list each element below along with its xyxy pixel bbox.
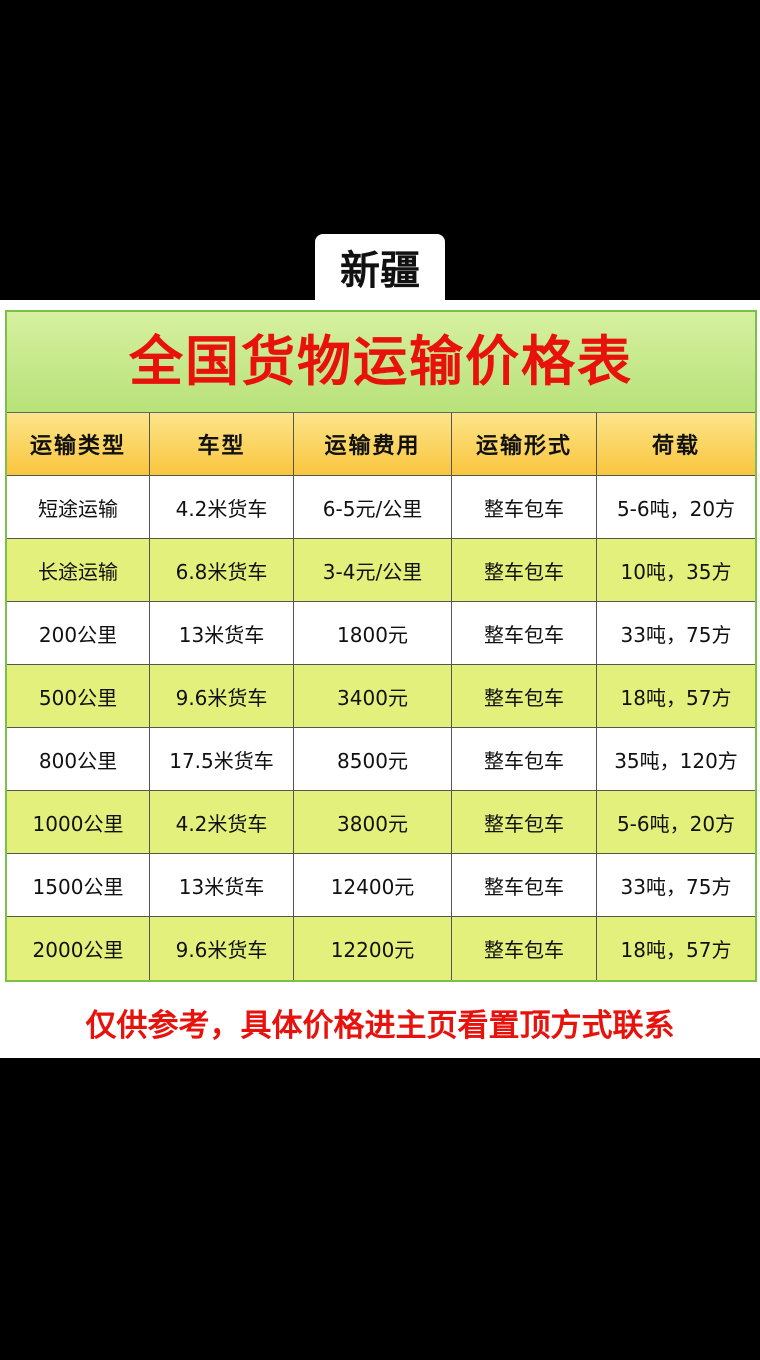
table-cell: 1500公里	[7, 854, 150, 916]
table-cell: 3400元	[294, 665, 452, 727]
table-cell: 整车包车	[452, 476, 597, 538]
table-cell: 12200元	[294, 917, 452, 980]
header-cell: 运输类型	[7, 413, 150, 475]
table-cell: 3800元	[294, 791, 452, 853]
badge: 新疆	[315, 234, 445, 304]
table-cell: 13米货车	[150, 602, 294, 664]
header-cell: 运输形式	[452, 413, 597, 475]
table-cell: 13米货车	[150, 854, 294, 916]
table-cell: 35吨，120方	[614, 748, 738, 773]
table-cell: 3-4元/公里	[294, 539, 452, 601]
table-cell: 整车包车	[452, 917, 597, 980]
table-cell: 33吨，75方	[620, 622, 732, 647]
table-cell: 9.6米货车	[150, 917, 294, 980]
table-cell: 18吨，57方	[620, 685, 732, 710]
table-row: 500公里 9.6米货车 3400元 整车包车 18吨，57方	[7, 665, 755, 728]
table-cell: 6-5元/公里	[294, 476, 452, 538]
table-cell: 4.2米货车	[150, 476, 294, 538]
sheet: 全国货物运输价格表 运输类型 车型 运输费用 运输形式 荷载 短途运输 4.2米货车 6-5元…	[0, 300, 760, 1058]
header-cell: 运输费用	[294, 413, 452, 475]
table-cell: 1000公里	[7, 791, 150, 853]
table-cell: 18吨，57方	[620, 938, 732, 962]
table-row: 1000公里 4.2米货车 3800元 整车包车 5-6吨，20方	[7, 791, 755, 854]
table-cell: 33吨，75方	[620, 874, 732, 899]
table-row: 1500公里 13米货车 12400元 整车包车 33吨，75方	[7, 854, 755, 917]
footer-note: 仅供参考，具体价格进主页看置顶方式联系	[85, 1008, 675, 1044]
table-cell: 9.6米货车	[150, 665, 294, 727]
table-row: 短途运输 4.2米货车 6-5元/公里 整车包车 5-6吨，20方	[7, 476, 755, 539]
table-row: 800公里 17.5米货车 8500元 整车包车 35吨，120方	[7, 728, 755, 791]
table-row: 2000公里 9.6米货车 12200元 整车包车 18吨，57方	[7, 917, 755, 980]
table-cell: 5-6吨，20方	[616, 811, 736, 836]
price-table: 全国货物运输价格表 运输类型 车型 运输费用 运输形式 荷载 短途运输 4.2米货车 6-5元…	[5, 310, 757, 982]
table-cell: 12400元	[294, 854, 452, 916]
table-cell: 整车包车	[452, 539, 597, 601]
table-cell: 整车包车	[452, 728, 597, 790]
table-cell: 2000公里	[7, 917, 150, 980]
table-cell: 17.5米货车	[150, 728, 294, 790]
table-cell: 200公里	[7, 602, 150, 664]
table-title: 全国货物运输价格表	[7, 312, 755, 413]
table-cell: 1800元	[294, 602, 452, 664]
table-cell: 5-6吨，20方	[616, 496, 736, 521]
table-cell: 整车包车	[452, 791, 597, 853]
table-cell: 短途运输	[7, 476, 150, 538]
table-cell: 整车包车	[452, 854, 597, 916]
table-cell: 6.8米货车	[150, 539, 294, 601]
table-cell: 整车包车	[452, 602, 597, 664]
table-cell: 长途运输	[7, 539, 150, 601]
table-row: 200公里 13米货车 1800元 整车包车 33吨，75方	[7, 602, 755, 665]
table-cell: 4.2米货车	[150, 791, 294, 853]
table-row: 长途运输 6.8米货车 3-4元/公里 整车包车 10吨，35方	[7, 539, 755, 602]
table-body: 运输类型 车型 运输费用 运输形式 荷载 短途运输 4.2米货车 6-5元/公里 整车包车 5-6…	[7, 413, 755, 980]
header-cell: 车型	[150, 413, 294, 475]
table-cell: 8500元	[294, 728, 452, 790]
table-cell: 10吨，35方	[620, 559, 732, 584]
table-cell: 整车包车	[452, 665, 597, 727]
header-cell: 荷载	[651, 434, 700, 459]
table-cell: 800公里	[7, 728, 150, 790]
table-cell: 500公里	[7, 665, 150, 727]
header-row: 运输类型 车型 运输费用 运输形式 荷载	[7, 413, 755, 476]
